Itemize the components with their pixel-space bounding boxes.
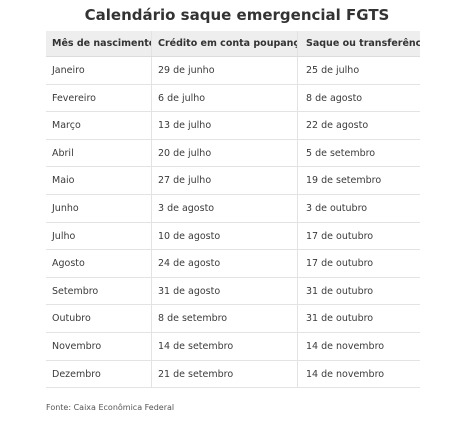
- credit-date-cell: 6 de julho: [152, 84, 298, 112]
- table-row: Dezembro 21 de setembro 14 de novembro: [46, 360, 420, 389]
- withdrawal-date-cell: 8 de agosto: [306, 92, 363, 104]
- withdrawal-date-cell: 31 de outubro: [306, 313, 374, 325]
- column-header-birth-month: Mês de nascimento: [46, 31, 152, 56]
- source-note: Fonte: Caixa Econômica Federal: [46, 403, 175, 412]
- credit-date-cell: 20 de julho: [152, 139, 298, 167]
- table-row: Fevereiro 6 de julho 8 de agosto: [46, 84, 420, 113]
- table-row: Julho 10 de agosto 17 de outubro: [46, 222, 420, 251]
- birth-month-cell: Setembro: [46, 277, 152, 305]
- table-row: Maio 27 de julho 19 de setembro: [46, 167, 420, 195]
- birth-month-cell: Março: [46, 112, 152, 139]
- withdrawal-date-cell: 14 de novembro: [306, 368, 385, 380]
- table-row: Abril 20 de julho 5 de setembro: [46, 139, 420, 168]
- credit-date-cell: 21 de setembro: [152, 360, 298, 388]
- column-header-savings-credit: Crédito em conta poupança: [152, 31, 298, 56]
- credit-date-cell: 13 de julho: [152, 112, 298, 139]
- withdrawal-date-cell: 14 de novembro: [306, 340, 385, 352]
- birth-month-cell: Dezembro: [46, 360, 152, 388]
- credit-date-cell: 10 de agosto: [152, 222, 298, 250]
- birth-month-cell: Janeiro: [46, 57, 152, 84]
- table-row: Novembro 14 de setembro 14 de novembro: [46, 332, 420, 361]
- withdrawal-date-cell: 17 de outubro: [306, 230, 374, 242]
- withdrawal-date-cell: 25 de julho: [306, 65, 360, 76]
- birth-month-cell: Junho: [46, 194, 152, 222]
- table-row: Setembro 31 de agosto 31 de outubro: [46, 277, 420, 306]
- table-row: Março 13 de julho 22 de agosto: [46, 112, 420, 140]
- birth-month-cell: Fevereiro: [46, 84, 152, 112]
- credit-date-cell: 24 de agosto: [152, 250, 298, 277]
- table-row: Junho 3 de agosto 3 de outubro: [46, 194, 420, 223]
- birth-month-cell: Julho: [46, 222, 152, 250]
- credit-date-cell: 29 de junho: [152, 57, 298, 84]
- table-header-row: Mês de nascimento Crédito em conta poupa…: [46, 31, 420, 57]
- withdrawal-date-cell: 22 de agosto: [306, 120, 369, 132]
- column-header-withdrawal: Saque ou transferência: [306, 38, 420, 49]
- credit-date-cell: 31 de agosto: [152, 277, 298, 305]
- table-title: Calendário saque emergencial FGTS: [84, 6, 390, 24]
- table-row: Janeiro 29 de junho 25 de julho: [46, 57, 420, 85]
- withdrawal-date-cell: 5 de setembro: [306, 147, 376, 159]
- birth-month-cell: Outubro: [46, 305, 152, 332]
- birth-month-cell: Novembro: [46, 332, 152, 360]
- table-row: Agosto 24 de agosto 17 de outubro: [46, 250, 420, 278]
- credit-date-cell: 3 de agosto: [152, 194, 298, 222]
- withdrawal-date-cell: 3 de outubro: [306, 202, 368, 214]
- table-row: Outubro 8 de setembro 31 de outubro: [46, 305, 420, 333]
- birth-month-cell: Agosto: [46, 250, 152, 277]
- credit-date-cell: 8 de setembro: [152, 305, 298, 332]
- credit-date-cell: 14 de setembro: [152, 332, 298, 360]
- withdrawal-date-cell: 19 de setembro: [306, 175, 382, 187]
- birth-month-cell: Abril: [46, 139, 152, 167]
- withdrawal-date-cell: 31 de outubro: [306, 285, 374, 297]
- credit-date-cell: 27 de julho: [152, 167, 298, 194]
- birth-month-cell: Maio: [46, 167, 152, 194]
- withdrawal-date-cell: 17 de outubro: [306, 258, 374, 270]
- fgts-calendar-table: Mês de nascimento Crédito em conta poupa…: [46, 31, 420, 389]
